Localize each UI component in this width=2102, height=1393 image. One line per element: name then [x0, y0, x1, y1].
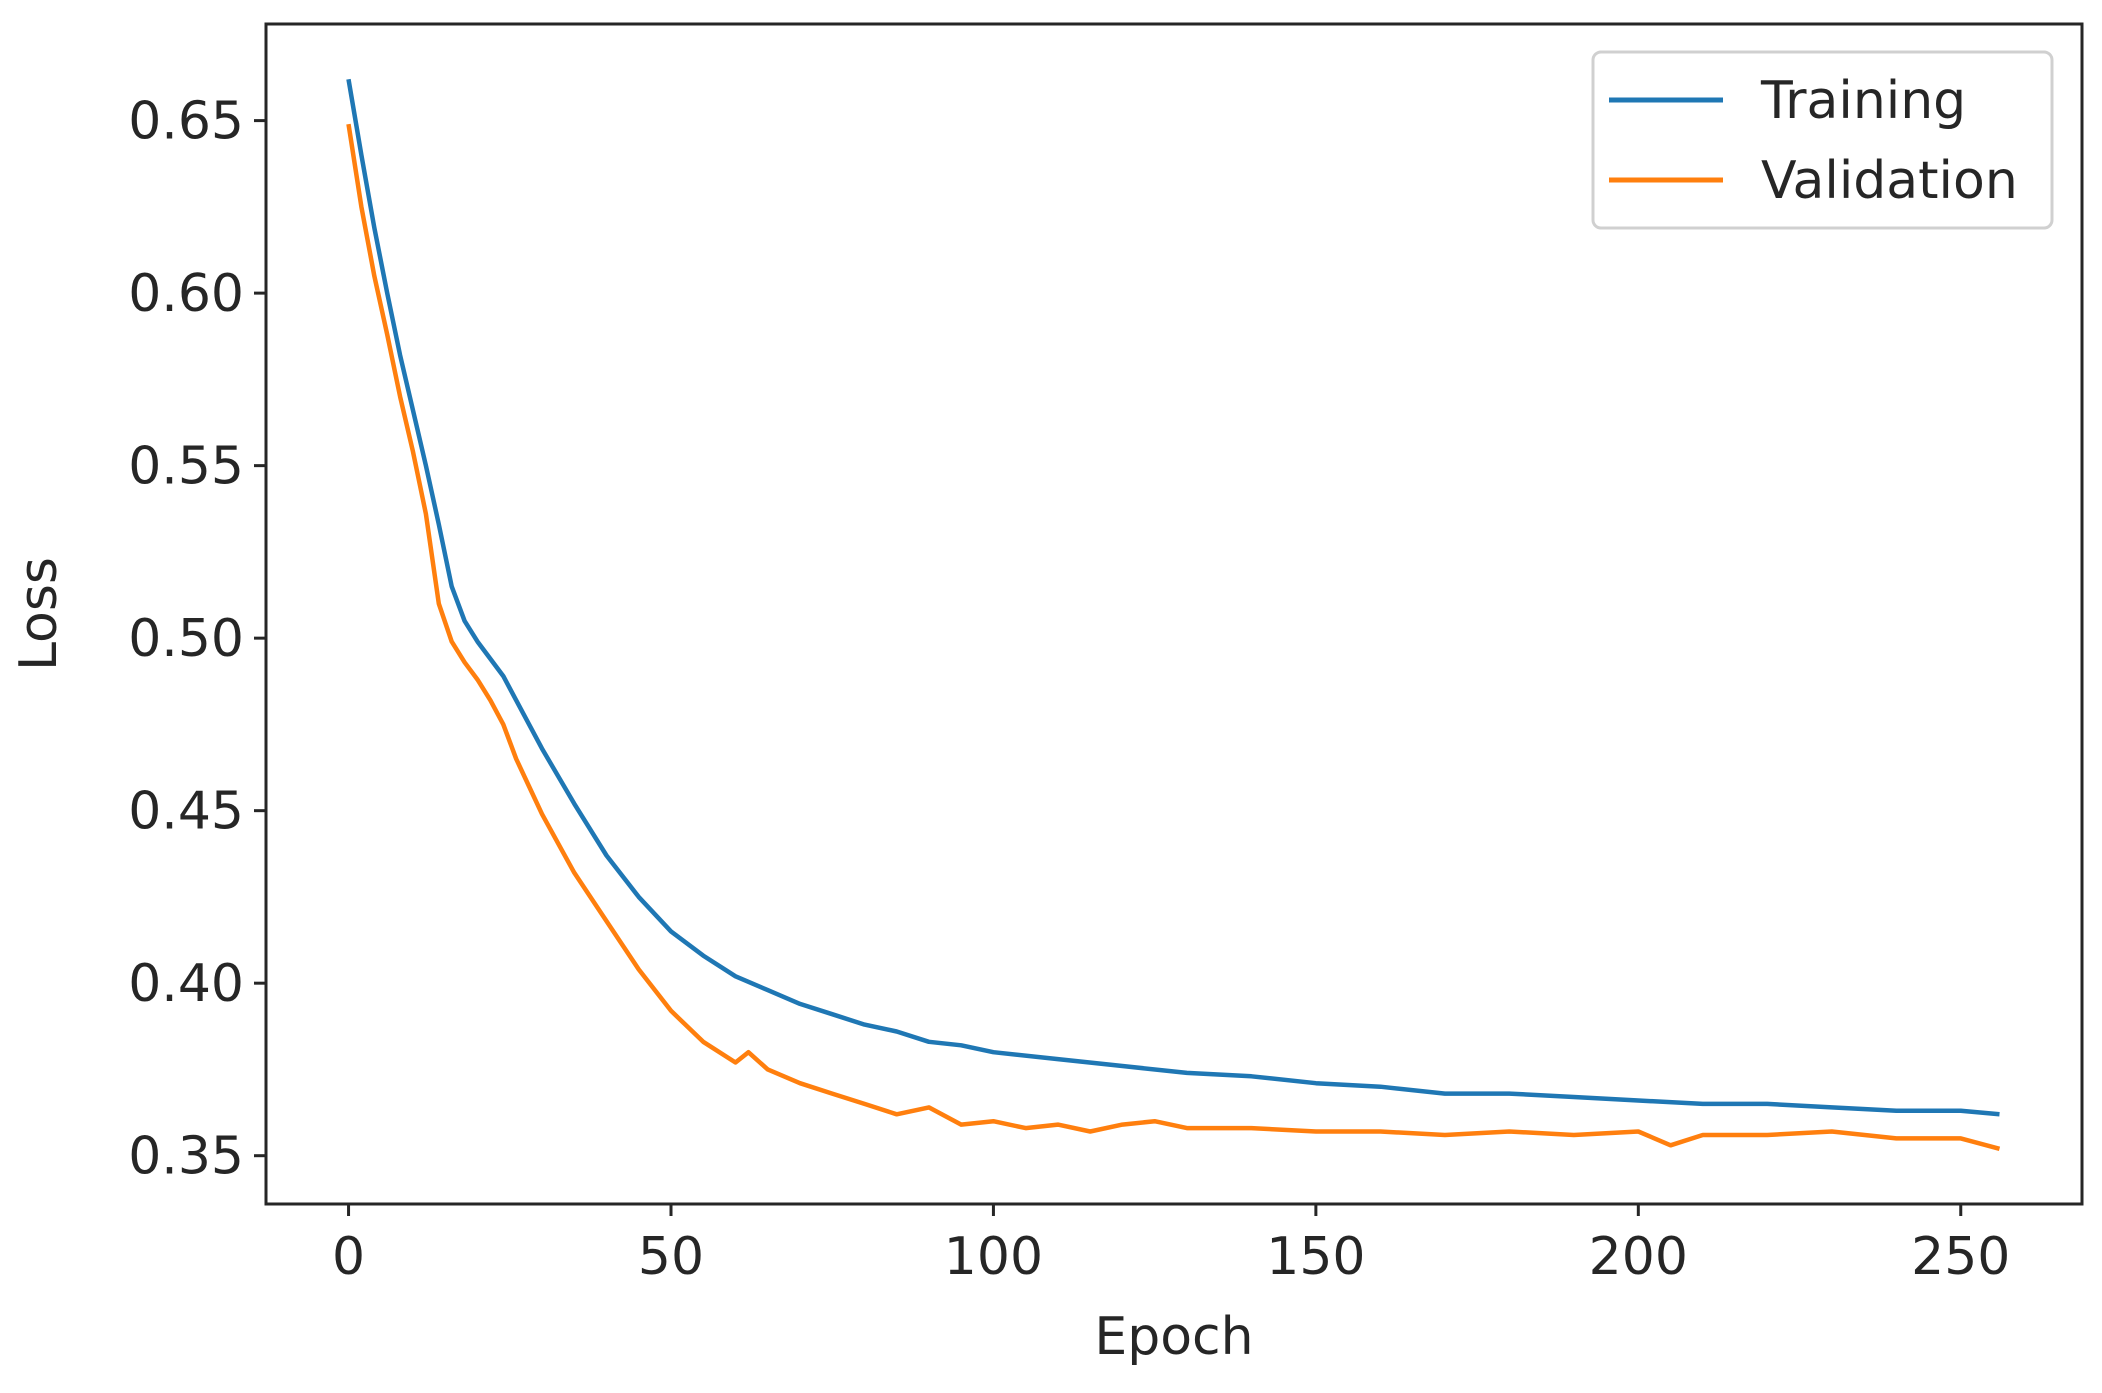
y-axis: 0.35 0.40 0.45 0.50 0.55 0.60 0.65	[128, 92, 266, 1187]
plot-frame	[264, 22, 2084, 1206]
legend: Training Validation	[1591, 50, 2054, 230]
legend-label-training: Training	[1760, 71, 1966, 131]
x-tick-label: 0	[332, 1227, 365, 1287]
y-tick-label: 0.55	[128, 437, 244, 497]
legend-label-validation: Validation	[1761, 151, 2018, 211]
x-tick-label: 50	[638, 1227, 704, 1287]
y-axis-label: Loss	[9, 557, 69, 671]
x-tick-label: 100	[944, 1227, 1043, 1287]
x-axis: 0 50 100 150 200 250	[332, 1204, 2010, 1287]
x-axis-label: Epoch	[1094, 1307, 1253, 1367]
y-tick-label: 0.60	[128, 264, 244, 324]
x-tick-label: 200	[1589, 1227, 1688, 1287]
y-tick-label: 0.45	[128, 782, 244, 842]
y-tick-label: 0.40	[128, 954, 244, 1014]
plot-lines	[346, 78, 2001, 1151]
legend-box	[1591, 50, 2054, 230]
y-tick-label: 0.50	[128, 609, 244, 669]
series-line-training	[346, 78, 2000, 1117]
x-tick-label: 150	[1266, 1227, 1365, 1287]
y-tick-label: 0.35	[128, 1127, 244, 1187]
x-tick-label: 250	[1911, 1227, 2010, 1287]
y-tick-label: 0.65	[128, 92, 244, 152]
series-line-validation	[346, 123, 2001, 1151]
